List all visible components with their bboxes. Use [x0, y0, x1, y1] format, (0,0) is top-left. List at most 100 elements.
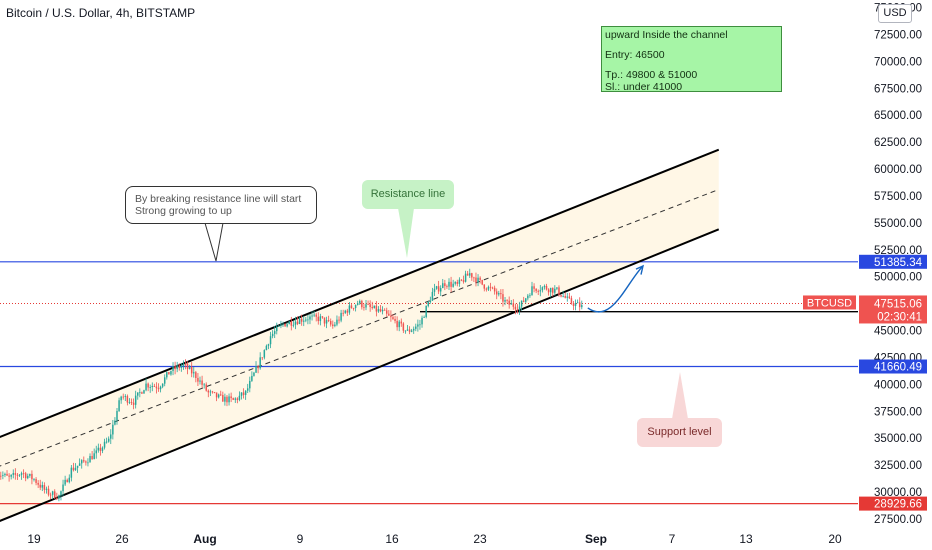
candle-body — [6, 473, 8, 476]
x-axis-tick-label: 26 — [115, 532, 129, 546]
candle-body — [87, 462, 89, 464]
candle-body — [547, 289, 550, 293]
y-axis-tick-label: 52500.00 — [874, 245, 922, 257]
candle-body — [338, 319, 340, 321]
candle-body — [35, 479, 37, 483]
candle-body — [452, 283, 454, 287]
resistance-line-label: Resistance line — [362, 180, 454, 209]
candle-body — [261, 357, 263, 359]
candle-body — [161, 383, 164, 387]
candle-body — [51, 491, 54, 495]
candle-body — [541, 287, 544, 291]
x-axis-tick-label: 9 — [297, 532, 304, 546]
candle-body — [466, 273, 469, 276]
candle-body — [286, 324, 288, 327]
candle-body — [0, 475, 2, 477]
candle-body — [240, 392, 243, 396]
candle-body — [242, 392, 245, 395]
candle-body — [388, 313, 390, 316]
candle-body — [78, 463, 81, 466]
candle-body — [271, 333, 274, 337]
support-price-tag: 41660.49 — [874, 362, 922, 374]
currency-button[interactable]: USD — [878, 4, 912, 23]
x-axis-tick-label: 16 — [385, 532, 399, 546]
candle-body — [543, 285, 546, 288]
candle-body — [578, 302, 581, 308]
candle-body — [190, 366, 193, 374]
candle-body — [336, 319, 338, 325]
candle-body — [531, 286, 533, 296]
candle-body — [213, 391, 216, 393]
candle-body — [168, 372, 170, 375]
candle-body — [435, 286, 438, 289]
y-axis-tick-label: 32500.00 — [874, 460, 922, 472]
candle-body — [31, 473, 33, 480]
candle-body — [101, 447, 104, 451]
support-price-tag-bg — [859, 359, 927, 374]
candle-body — [110, 434, 112, 439]
candle-body — [574, 303, 577, 306]
candle-body — [504, 300, 506, 302]
candle-body — [576, 302, 579, 304]
candle-body — [450, 281, 452, 287]
candle-body — [220, 394, 222, 396]
candle-body — [516, 309, 519, 311]
y-axis-tick-label: 72500.00 — [874, 29, 922, 41]
candle-body — [159, 386, 162, 390]
candle-body — [188, 366, 191, 370]
candle-body — [346, 310, 349, 313]
y-axis-tick-label: 70000.00 — [874, 56, 922, 68]
candle-body — [404, 330, 407, 332]
candle-body — [545, 285, 548, 290]
candle-body — [45, 488, 48, 490]
x-axis-tick-label: 23 — [473, 532, 487, 546]
candle-body — [178, 365, 180, 368]
candle-body — [251, 375, 253, 381]
candle-body — [182, 363, 185, 366]
candle-body — [72, 467, 75, 471]
candle-body — [49, 494, 52, 496]
candle-body — [147, 383, 149, 388]
candle-body — [257, 366, 259, 369]
candle-body — [529, 295, 531, 297]
candle-body — [332, 324, 334, 326]
candle-body — [157, 388, 160, 390]
candle-body — [317, 316, 320, 322]
candle-body — [371, 307, 373, 309]
candle-body — [166, 372, 168, 378]
candle-body — [303, 320, 305, 322]
candle-body — [562, 296, 564, 297]
candle-body — [134, 395, 137, 405]
candle-body — [12, 473, 14, 475]
candle-body — [290, 321, 293, 326]
candle-body — [421, 317, 423, 325]
candle-body — [280, 324, 282, 326]
candle-body — [390, 315, 392, 318]
candle-body — [263, 350, 266, 358]
candle-body — [244, 390, 247, 395]
x-axis: 19 26 Aug 9 16 23 Sep 7 13 20 — [27, 532, 842, 546]
y-axis-tick-label: 62500.00 — [874, 137, 922, 149]
last-price-tag-bg — [859, 295, 927, 324]
candle-body — [475, 277, 477, 283]
candle-body — [97, 447, 100, 451]
trade-plan-note: upward Inside the channel Entry: 46500 T… — [601, 26, 782, 93]
candle-body — [149, 387, 151, 388]
channel-fill — [0, 149, 719, 521]
x-axis-tick-label: 13 — [739, 532, 753, 546]
candle-body — [228, 396, 230, 403]
candle-body — [120, 396, 122, 401]
candle-body — [417, 324, 419, 327]
candle-body — [365, 304, 367, 308]
candle-body — [334, 324, 336, 326]
candle-body — [566, 296, 569, 298]
candle-body — [369, 304, 371, 308]
x-axis-tick-label: 7 — [669, 532, 676, 546]
candle-body — [568, 296, 571, 299]
candle-body — [10, 474, 12, 477]
x-axis-tick-label: Aug — [193, 532, 216, 546]
candle-body — [510, 303, 512, 305]
trade-plan-line-4: Sl.: under 41000 — [605, 81, 683, 93]
candle-body — [489, 286, 492, 288]
